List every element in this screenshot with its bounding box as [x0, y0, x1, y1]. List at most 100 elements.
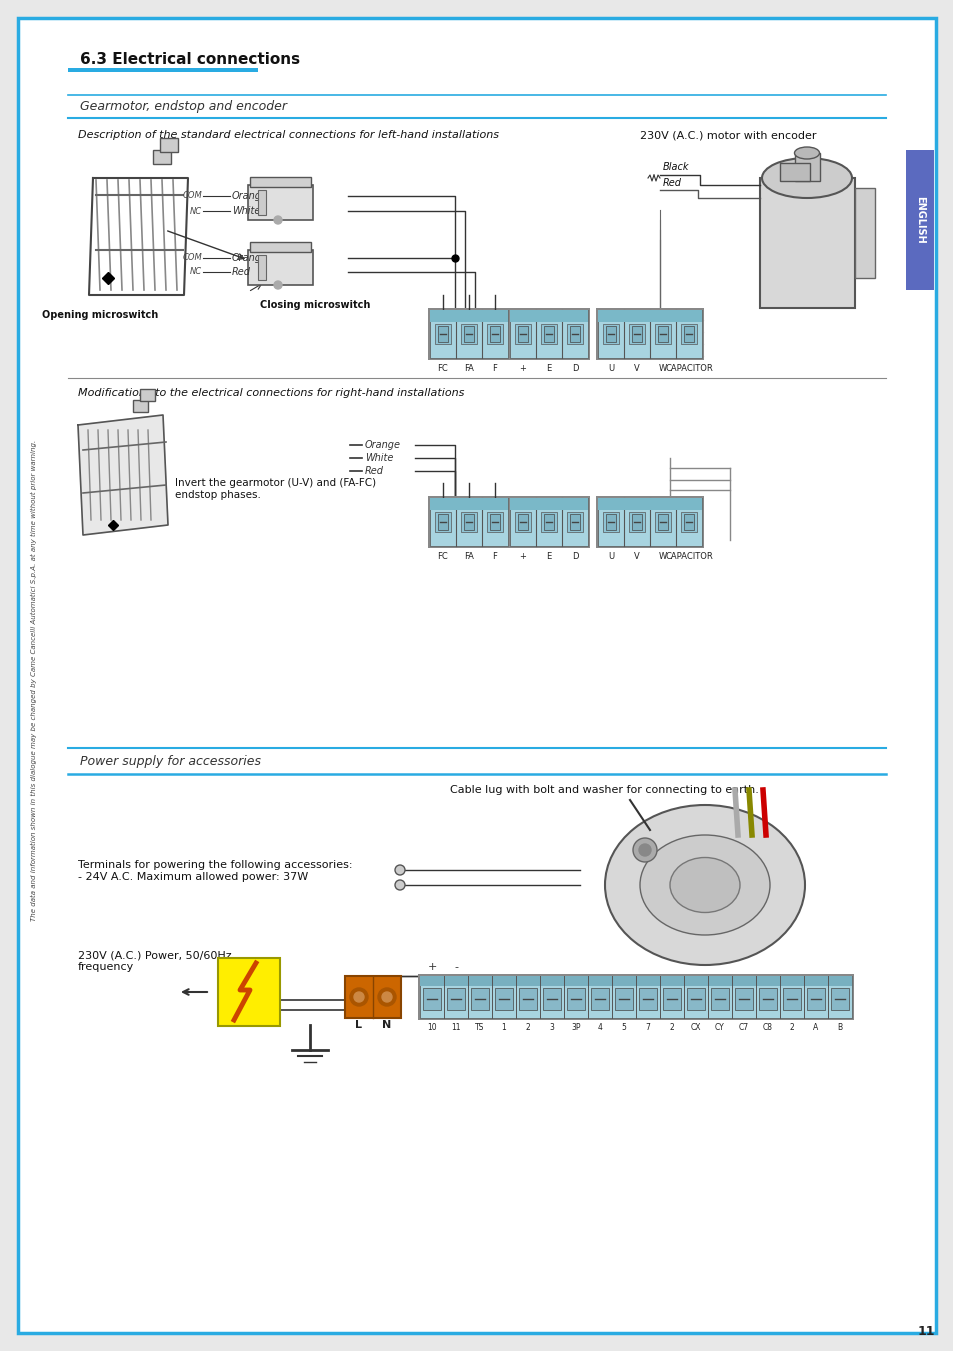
Ellipse shape	[604, 805, 804, 965]
Bar	[518, 988, 537, 1011]
Bar	[517, 326, 527, 342]
Text: Cable lug with bolt and washer for connecting to earth.: Cable lug with bolt and washer for conne…	[450, 785, 758, 794]
Text: W: W	[659, 553, 666, 561]
Bar	[463, 513, 474, 530]
Bar	[631, 513, 641, 530]
Bar	[419, 975, 851, 1019]
Text: Opening microswitch: Opening microswitch	[42, 309, 158, 320]
Bar	[806, 988, 824, 1011]
Bar	[515, 512, 531, 532]
Bar	[569, 326, 579, 342]
Bar	[486, 512, 502, 532]
Bar	[507, 308, 589, 359]
Text: D: D	[571, 553, 578, 561]
Text: U: U	[607, 553, 614, 561]
Bar	[639, 988, 657, 1011]
Circle shape	[639, 844, 650, 857]
Circle shape	[350, 988, 368, 1006]
Text: -: -	[454, 962, 457, 971]
Text: 1: 1	[501, 1023, 506, 1032]
Text: B: B	[837, 1023, 841, 1032]
Text: 230V (A.C.) Power, 50/60Hz
frequency: 230V (A.C.) Power, 50/60Hz frequency	[78, 950, 232, 971]
Bar	[598, 309, 701, 322]
Bar	[905, 150, 933, 290]
Bar	[569, 513, 579, 530]
Text: Orange: Orange	[232, 253, 268, 263]
Ellipse shape	[761, 158, 851, 199]
Text: NC: NC	[190, 207, 202, 216]
Bar	[540, 324, 557, 345]
Bar	[759, 988, 776, 1011]
Bar	[430, 309, 507, 358]
Bar	[662, 988, 680, 1011]
Text: E: E	[546, 553, 551, 561]
Text: FC: FC	[437, 553, 448, 561]
Bar	[430, 309, 507, 322]
Bar	[437, 513, 448, 530]
Bar	[428, 496, 510, 549]
Bar	[160, 138, 178, 153]
Text: +: +	[519, 553, 526, 561]
Polygon shape	[78, 415, 168, 535]
Text: CY: CY	[715, 1023, 724, 1032]
Bar	[615, 988, 633, 1011]
Text: 2: 2	[789, 1023, 794, 1032]
Circle shape	[274, 281, 282, 289]
Text: +: +	[519, 363, 526, 373]
Text: 10: 10	[427, 1023, 436, 1032]
Bar	[471, 988, 489, 1011]
Text: W: W	[659, 363, 666, 373]
Bar	[510, 309, 587, 358]
Bar	[490, 513, 499, 530]
Text: FA: FA	[463, 363, 474, 373]
Bar	[566, 988, 584, 1011]
Bar	[490, 326, 499, 342]
Text: V: V	[634, 363, 639, 373]
Bar	[655, 324, 670, 345]
Bar	[257, 190, 266, 215]
Text: FC: FC	[437, 363, 448, 373]
Bar	[486, 324, 502, 345]
Bar	[463, 326, 474, 342]
Text: 3P: 3P	[571, 1023, 580, 1032]
Bar	[422, 988, 440, 1011]
Bar	[250, 242, 311, 253]
Bar	[605, 326, 616, 342]
Bar	[435, 512, 451, 532]
Text: C7: C7	[739, 1023, 748, 1032]
Text: Red: Red	[662, 178, 681, 188]
Bar	[152, 150, 171, 163]
Bar	[517, 513, 527, 530]
Bar	[794, 153, 820, 181]
Circle shape	[381, 992, 392, 1002]
Text: NC: NC	[190, 267, 202, 277]
Bar	[430, 499, 507, 509]
Circle shape	[354, 992, 364, 1002]
Bar	[658, 326, 667, 342]
Bar	[631, 326, 641, 342]
Bar	[658, 513, 667, 530]
Bar	[345, 975, 400, 1019]
Bar	[435, 324, 451, 345]
Bar	[628, 512, 644, 532]
Text: F: F	[492, 553, 497, 561]
Bar	[218, 958, 280, 1025]
Text: Orange: Orange	[365, 440, 400, 450]
Bar	[507, 496, 589, 549]
Bar	[683, 326, 693, 342]
Text: Closing microswitch: Closing microswitch	[260, 300, 370, 309]
Text: C8: C8	[762, 1023, 772, 1032]
Bar	[510, 499, 587, 546]
Bar	[655, 512, 670, 532]
Bar	[495, 988, 513, 1011]
Text: E: E	[546, 363, 551, 373]
Bar	[460, 512, 476, 532]
Text: COM: COM	[182, 192, 202, 200]
Circle shape	[377, 988, 395, 1006]
Bar	[598, 309, 701, 358]
Text: Red: Red	[365, 466, 384, 476]
Text: ENGLISH: ENGLISH	[914, 196, 924, 245]
Bar	[542, 988, 560, 1011]
Bar	[683, 513, 693, 530]
Text: 3: 3	[549, 1023, 554, 1032]
